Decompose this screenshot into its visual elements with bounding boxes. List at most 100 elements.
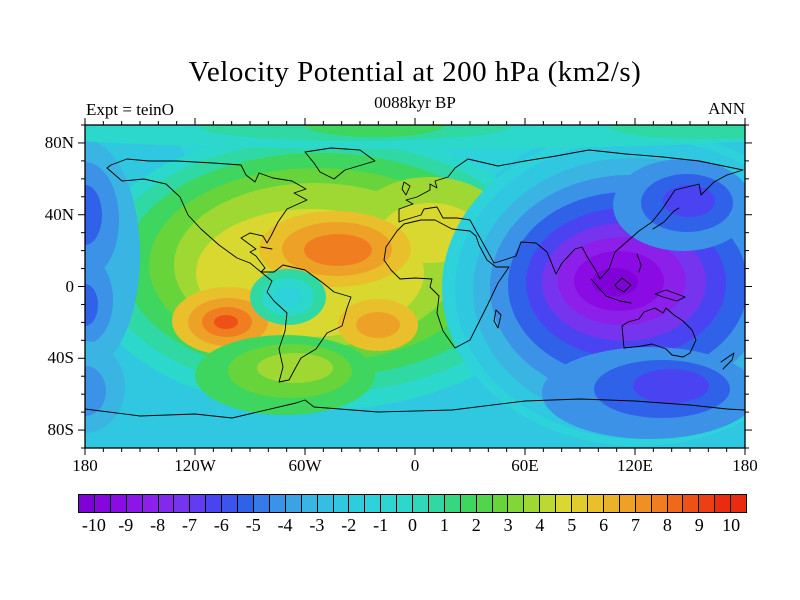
colorbar-tick-label: -7 — [182, 515, 197, 535]
colorbar-cell — [142, 495, 159, 512]
coast-sumatra-java — [590, 278, 632, 304]
lat-tick-label: 40S — [47, 348, 74, 368]
colorbar-cell — [79, 495, 95, 512]
colorbar-tick-label: -8 — [150, 515, 166, 535]
contour-band — [214, 315, 238, 329]
lat-tick-label: 40N — [44, 204, 74, 224]
colorbar-cell — [333, 495, 350, 512]
colorbar-tick-label: -2 — [341, 515, 357, 535]
coast-philippines — [636, 253, 642, 273]
chart-title: Velocity Potential at 200 hPa (km2/s) — [188, 56, 642, 88]
map-panel — [77, 117, 753, 456]
colorbar-cell — [444, 495, 461, 512]
colorbar-cell — [253, 495, 270, 512]
colorbar-cell — [731, 495, 747, 512]
coast-britain — [401, 181, 411, 196]
colorbar-tick-label: 10 — [722, 515, 741, 535]
colorbar-tick-label: -9 — [118, 515, 134, 535]
colorbar-cell — [301, 495, 318, 512]
coast-madagascar — [493, 309, 502, 329]
colorbar-cell — [476, 495, 493, 512]
lon-tick-label: 180 — [72, 456, 98, 475]
contour-band — [610, 125, 745, 139]
lon-tick-label: 120E — [617, 456, 653, 475]
coast-south-america — [260, 264, 352, 383]
colorbar-cell — [572, 495, 588, 512]
contour-band — [663, 185, 715, 217]
colorbar-tick-label: 9 — [694, 515, 704, 535]
contour-band — [305, 125, 445, 137]
contour-band — [85, 366, 106, 416]
colorbar-tick-label: 7 — [631, 515, 640, 535]
coast-greenland — [304, 147, 376, 180]
experiment-label: Expt = teinO — [86, 100, 174, 119]
contour-fields — [85, 125, 745, 448]
colorbar-cell — [588, 495, 604, 512]
colorbar-tick-label: -4 — [277, 515, 293, 535]
map-frame — [84, 124, 746, 449]
axis-ticks — [78, 118, 752, 455]
lon-tick-label: 60W — [288, 456, 322, 475]
colorbar-cell — [126, 495, 143, 512]
colorbar-cell — [699, 495, 716, 512]
colorbar-cell — [556, 495, 573, 512]
colorbar-tick-label: 6 — [599, 515, 609, 535]
lat-tick-label: 0 — [65, 276, 75, 296]
colorbar-cell — [619, 495, 636, 512]
colorbar-cell — [222, 495, 239, 512]
map-svg — [78, 118, 752, 455]
colorbar-cell — [413, 495, 429, 512]
colorbar-cell — [635, 495, 652, 512]
coast-antarctica — [85, 398, 745, 419]
colorbar-cell — [206, 495, 223, 512]
colorbar — [78, 494, 747, 513]
lat-tick-label: 80N — [44, 132, 74, 152]
colorbar-cell — [269, 495, 286, 512]
colorbar-cell — [715, 495, 732, 512]
colorbar-tick-label: -5 — [245, 515, 261, 535]
colorbar-cell — [460, 495, 477, 512]
colorbar-cell — [381, 495, 398, 512]
colorbar-cell — [508, 495, 525, 512]
coast-japan — [652, 207, 680, 230]
colorbar-cell — [285, 495, 302, 512]
contour-band — [274, 287, 302, 307]
chart-subtitle: 0088kyr BP — [374, 93, 456, 112]
contour-band — [633, 369, 709, 403]
colorbar-cell — [365, 495, 382, 512]
colorbar-cell — [683, 495, 700, 512]
colorbar-tick-label: 3 — [503, 515, 513, 535]
coast-africa — [383, 219, 510, 349]
lon-tick-label: 60E — [511, 456, 539, 475]
colorbar-cell — [317, 495, 334, 512]
colorbar-tick-label: 1 — [439, 515, 449, 535]
colorbar-tick-label: -10 — [81, 515, 106, 535]
coast-australia — [621, 307, 697, 358]
colorbar-tick-label: 2 — [471, 515, 481, 535]
colorbar-cell — [190, 495, 207, 512]
lat-tick-label: 80S — [47, 420, 74, 440]
colorbar-cell — [540, 495, 557, 512]
colorbar-cell — [492, 495, 509, 512]
coast-new-guinea — [654, 289, 686, 302]
colorbar-tick-label: 8 — [662, 515, 672, 535]
colorbar-tick-label: 0 — [408, 515, 417, 535]
colorbar-cell — [603, 495, 620, 512]
colorbar-tick-label: -3 — [309, 515, 325, 535]
colorbar-tick-label: 4 — [535, 515, 545, 535]
colorbar-cell — [94, 495, 111, 512]
coast-cuba — [260, 246, 273, 250]
colorbar-cell — [651, 495, 668, 512]
colorbar-cell — [349, 495, 366, 512]
lon-tick-label: 0 — [410, 456, 420, 475]
colorbar-cell — [397, 495, 414, 512]
contour-band — [356, 312, 400, 338]
contour-band — [304, 234, 372, 266]
lon-tick-label: 180 — [732, 456, 758, 475]
lon-tick-label: 120W — [174, 456, 216, 475]
contour-band — [85, 185, 102, 245]
coast-new-zealand — [720, 352, 735, 370]
colorbar-cell — [174, 495, 191, 512]
colorbar-cell — [428, 495, 445, 512]
